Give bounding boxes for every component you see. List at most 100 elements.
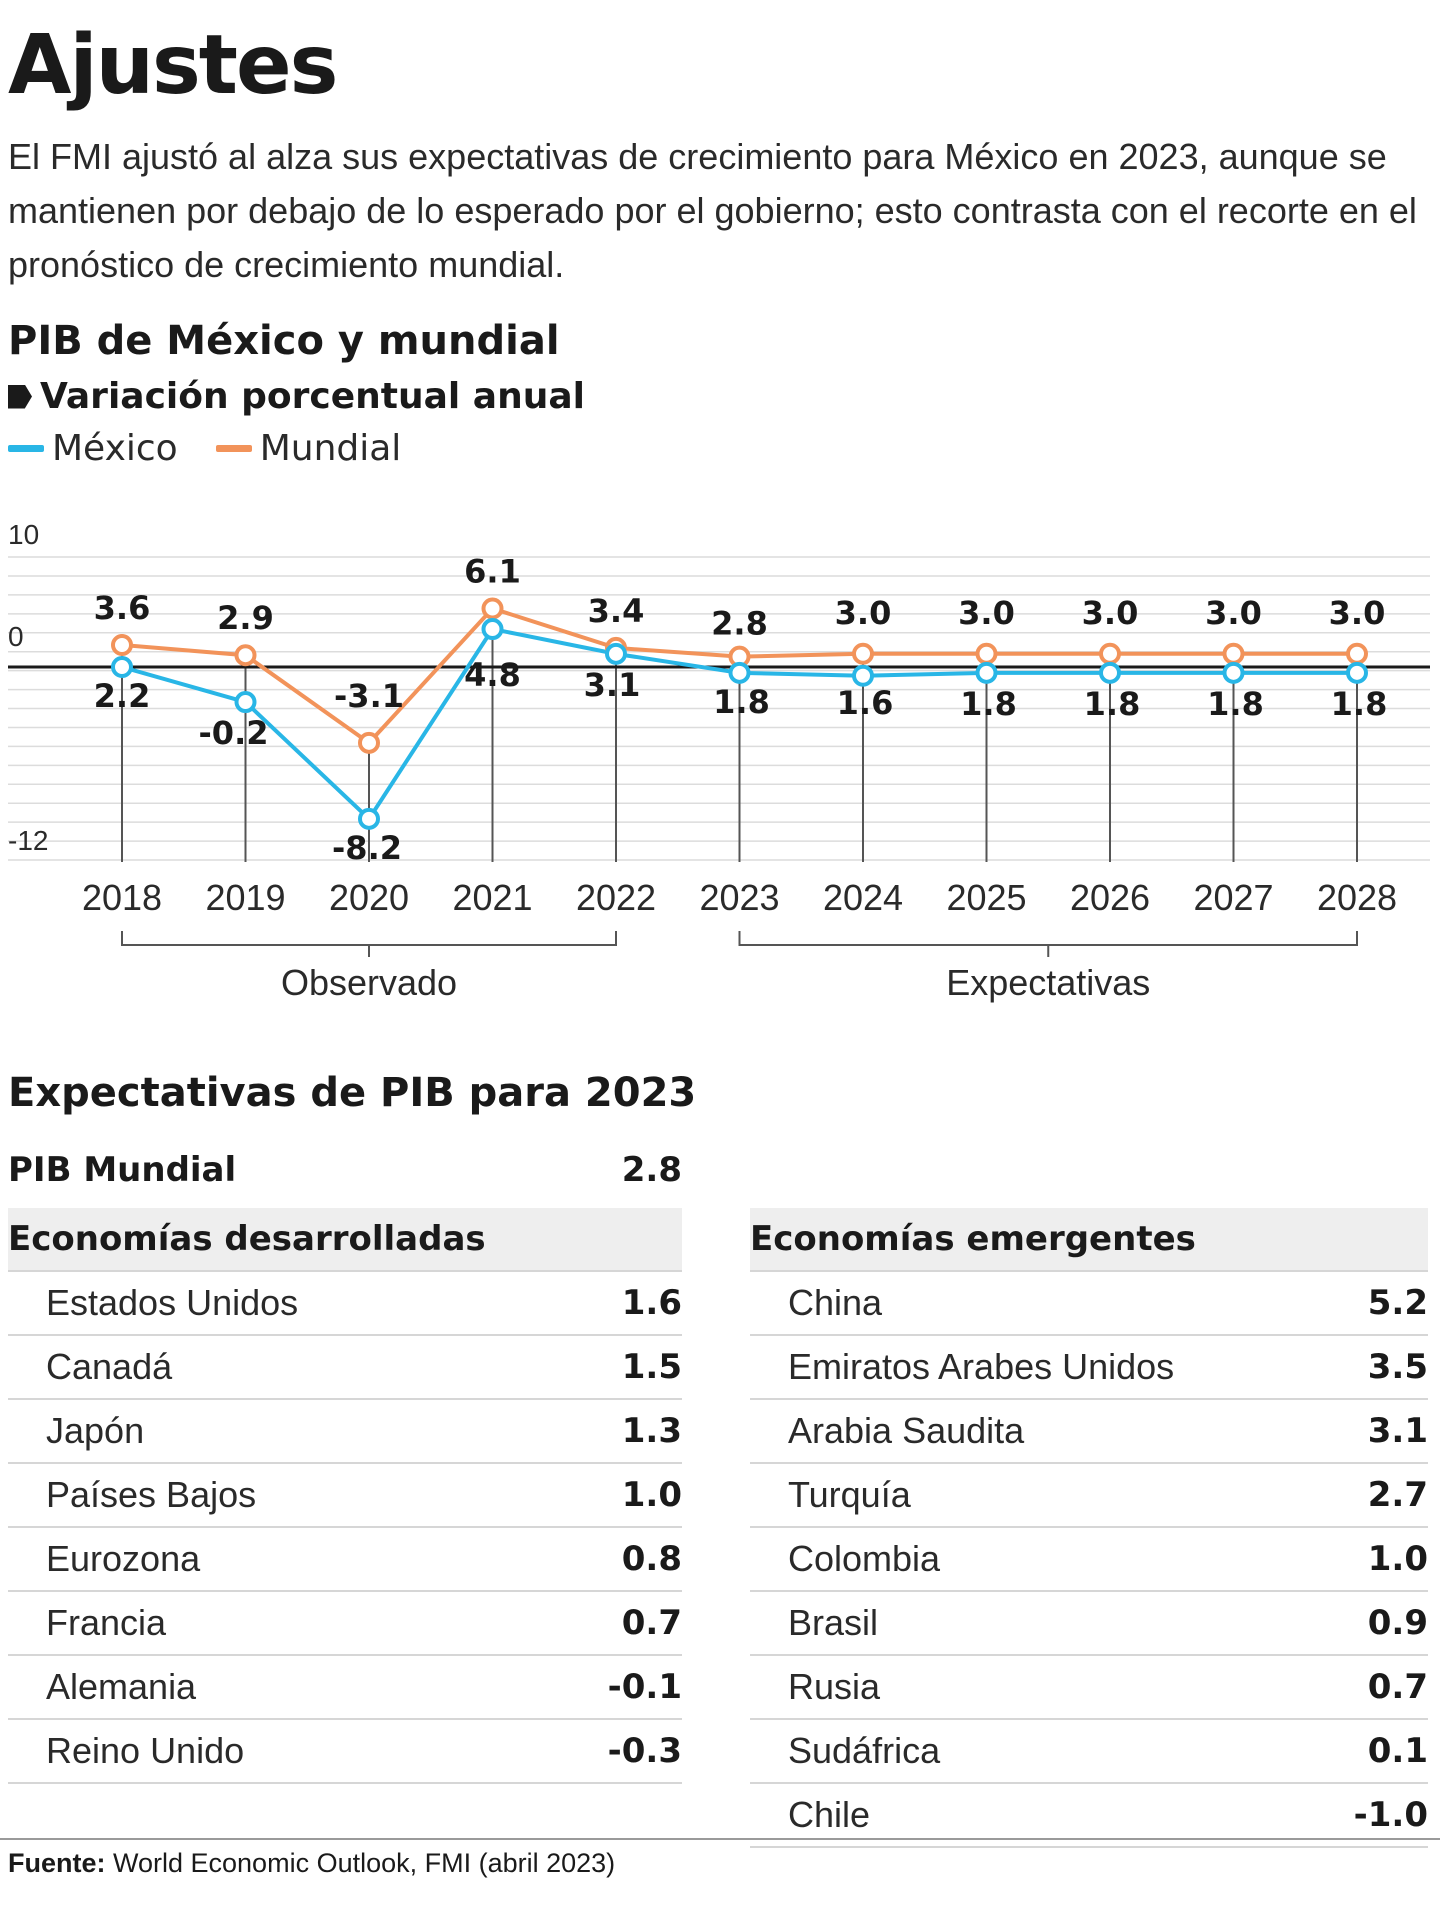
developed-economy-row: Francia 0.7: [8, 1592, 682, 1656]
data-label-mexico: 1.8: [960, 685, 1017, 723]
data-label-mundial: 3.0: [1082, 594, 1139, 632]
developed-economy-value: 1.6: [621, 1283, 682, 1323]
developed-economy-value: 1.5: [621, 1347, 682, 1387]
emerging-economy-name: Emiratos Arabes Unidos: [788, 1346, 1175, 1387]
data-point-mexico: [605, 642, 627, 665]
data-label-mundial: 6.1: [464, 553, 521, 591]
data-label-mexico: 1.8: [1331, 685, 1388, 723]
developed-economy-name: Alemania: [46, 1666, 197, 1707]
data-label-mundial: 3.0: [958, 594, 1015, 632]
x-tick-label: 2018: [82, 877, 162, 918]
developed-economy-row: Japón 1.3: [8, 1400, 682, 1464]
data-point-mundial: [975, 642, 998, 665]
emerging-economy-name: Brasil: [788, 1602, 879, 1643]
data-label-mexico: 1.6: [837, 684, 894, 722]
data-label-mexico: 1.8: [1084, 685, 1141, 723]
data-point-mundial: [481, 597, 504, 620]
developed-economy-row: Canadá 1.5: [8, 1336, 682, 1400]
developed-economy-row: Reino Unido -0.3: [8, 1720, 682, 1784]
emerging-economy-value: 0.9: [1367, 1603, 1428, 1643]
developed-economy-value: 1.0: [621, 1475, 682, 1515]
world-gdp-value: 2.8: [621, 1150, 682, 1190]
data-point-mundial: [234, 644, 257, 667]
data-point-mexico: [358, 807, 380, 830]
x-tick-label: 2021: [452, 877, 532, 918]
legend-item-mexico: México: [8, 428, 178, 469]
developed-economy-name: Estados Unidos: [46, 1282, 299, 1323]
developed-economy-name: Francia: [46, 1602, 167, 1643]
emerging-economy-row: Turquía 2.7: [750, 1464, 1428, 1528]
data-point-mexico: [1222, 661, 1245, 684]
footer-divider: [0, 1838, 1440, 1840]
emerging-economy-value: 1.0: [1367, 1539, 1428, 1579]
data-point-mexico: [481, 618, 504, 641]
x-tick-label: 2023: [699, 877, 779, 918]
group-bracket: [121, 931, 617, 957]
data-label-mundial: 3.0: [1329, 594, 1386, 632]
data-point-mundial: [111, 634, 133, 656]
x-tick-label: 2024: [823, 877, 903, 918]
emerging-economy-name: Chile: [788, 1794, 871, 1835]
source-text: World Economic Outlook, FMI (abril 2023): [105, 1848, 616, 1878]
intro-text: El FMI ajustó al alza sus expectativas d…: [8, 136, 1417, 285]
developed-economy-row: Países Bajos 1.0: [8, 1464, 682, 1528]
developed-economy-name: Canadá: [46, 1346, 173, 1387]
y-tick-label: -12: [8, 825, 48, 856]
data-label-mundial: 2.9: [217, 599, 274, 637]
emerging-economy-value: 0.7: [1367, 1667, 1428, 1707]
emerging-economy-name: China: [788, 1282, 883, 1323]
emerging-economy-row: Rusia 0.7: [750, 1656, 1428, 1720]
page-title: Ajustes: [8, 18, 338, 113]
emerging-economy-row: Chile -1.0: [750, 1784, 1428, 1848]
legend-swatch-mexico: [8, 445, 44, 452]
developed-economy-row: Alemania -0.1: [8, 1656, 682, 1720]
data-point-mexico: [975, 661, 998, 684]
data-label-mundial: 3.4: [588, 592, 645, 630]
data-label-mundial: 3.0: [835, 594, 892, 632]
data-label-mexico: -0.2: [199, 714, 269, 752]
data-point-mexico: [234, 691, 257, 714]
developed-economy-name: Japón: [46, 1410, 145, 1451]
group-label: Observado: [281, 962, 457, 1003]
x-tick-label: 2026: [1070, 877, 1150, 918]
emerging-economies-header: Economías emergentes: [750, 1208, 1428, 1272]
emerging-economy-row: Emiratos Arabes Unidos 3.5: [750, 1336, 1428, 1400]
developed-economies-title: Economías desarrolladas: [8, 1219, 486, 1259]
developed-economy-value: -0.1: [607, 1667, 682, 1707]
legend-item-mundial: Mundial: [215, 428, 402, 469]
data-point-mundial: [1346, 642, 1368, 665]
expectativas-title: Expectativas de PIB para 2023: [8, 1070, 697, 1116]
x-tick-label: 2027: [1193, 877, 1273, 918]
y-tick-label: 0: [8, 621, 24, 652]
developed-economy-name: Países Bajos: [46, 1474, 257, 1515]
group-label: Expectativas: [946, 962, 1150, 1003]
emerging-economy-name: Rusia: [788, 1666, 881, 1707]
data-point-mexico: [111, 656, 133, 678]
emerging-economy-row: Arabia Saudita 3.1: [750, 1400, 1428, 1464]
x-tick-label: 2019: [205, 877, 285, 918]
developed-economy-name: Eurozona: [46, 1538, 201, 1579]
emerging-economy-row: Brasil 0.9: [750, 1592, 1428, 1656]
line-chart: 10 0 -12 3.6 2.9 -3.1 6.1 3.4 2.8 3.0 3.0 3.0 3.0 3.0…: [8, 519, 1430, 1003]
data-label-mexico: 2.2: [94, 677, 151, 715]
emerging-economy-name: Sudáfrica: [788, 1730, 941, 1771]
data-label-mundial: -3.1: [334, 677, 404, 715]
chart-subtitle-text: Variación porcentual anual: [40, 376, 585, 417]
data-label-mexico: 4.8: [464, 656, 521, 694]
data-label-mundial: 3.6: [94, 589, 151, 627]
emerging-economy-value: 3.1: [1367, 1411, 1428, 1451]
developed-economy-row: Eurozona 0.8: [8, 1528, 682, 1592]
data-label-mundial: 2.8: [711, 605, 768, 643]
developed-economy-value: -0.3: [607, 1731, 682, 1771]
data-label-mexico: 1.8: [1207, 685, 1264, 723]
x-tick-label: 2022: [576, 877, 656, 918]
data-point-mundial: [358, 731, 380, 754]
source-label: Fuente:: [8, 1848, 106, 1878]
world-gdp-label: PIB Mundial: [8, 1150, 237, 1190]
x-tick-label: 2028: [1317, 877, 1397, 918]
legend-label-mexico: México: [52, 428, 178, 469]
data-label-mexico: 1.8: [713, 683, 770, 721]
group-bracket: [738, 931, 1358, 957]
x-tick-label: 2025: [946, 877, 1026, 918]
legend-label-mundial: Mundial: [259, 428, 402, 469]
